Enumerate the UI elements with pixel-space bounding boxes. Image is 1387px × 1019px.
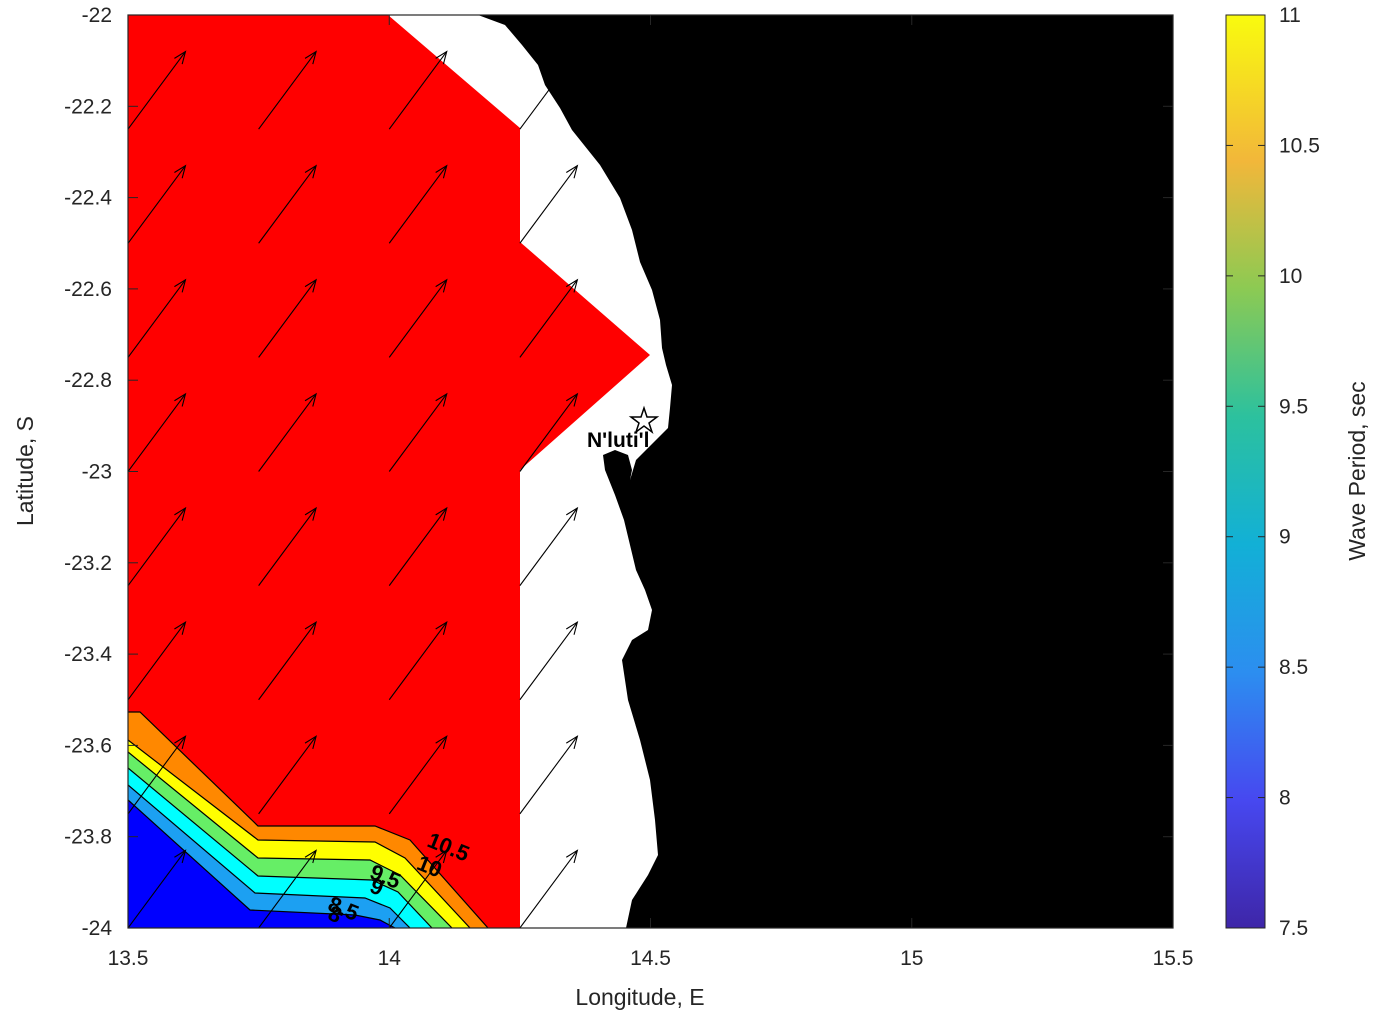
wave-arrow xyxy=(519,620,579,701)
wave-arrow xyxy=(258,735,317,815)
wave-arrow xyxy=(258,506,317,586)
wave-arrow xyxy=(258,849,317,928)
wave-arrow xyxy=(258,50,317,130)
y-tick-label: -22.8 xyxy=(64,369,112,392)
x-tick-label: 13.5 xyxy=(108,947,149,970)
y-axis: -22 -22.2 -22.4 -22.6 -22.8 -23 -23.2 -23.4 -23.… xyxy=(64,4,1173,940)
wave-arrow xyxy=(388,278,448,358)
wave-arrow xyxy=(128,849,187,928)
x-tick-label: 15 xyxy=(900,947,923,970)
colorbar-gradient xyxy=(1225,14,1266,929)
y-tick-label: -22.6 xyxy=(64,278,112,301)
wave-arrow xyxy=(519,50,579,130)
wave-arrow xyxy=(128,164,187,244)
wave-arrow xyxy=(258,620,317,701)
wave-arrow xyxy=(128,506,187,586)
colorbar-tick-label: 9.5 xyxy=(1279,395,1308,418)
star-marker-icon xyxy=(628,405,660,435)
x-tick-label: 14 xyxy=(378,947,402,970)
wave-arrow xyxy=(388,620,448,701)
x-axis-label: Longitude, E xyxy=(575,984,704,1010)
colorbar-tick-label: 7.5 xyxy=(1279,917,1308,940)
wave-arrow xyxy=(128,620,187,701)
y-tick-label: -23 xyxy=(82,461,112,484)
x-tick-label: 15.5 xyxy=(1153,947,1194,970)
site-marker: N'luti'l xyxy=(587,405,660,452)
y-tick-label: -23.8 xyxy=(64,826,112,849)
y-tick-label: -22.4 xyxy=(64,187,112,210)
above-range-region xyxy=(128,15,650,928)
wave-arrow xyxy=(519,392,579,472)
wave-arrow xyxy=(389,15,390,16)
x-axis: 13.5 14 14.5 15 15.5 xyxy=(108,15,1194,970)
colorbar-tick-label: 8.5 xyxy=(1279,656,1308,679)
y-tick-label: -22 xyxy=(82,4,112,27)
colorbar-tick-label: 10.5 xyxy=(1279,134,1320,157)
wave-arrow xyxy=(519,15,521,16)
y-tick-label: -22.2 xyxy=(64,95,112,118)
wave-arrow xyxy=(519,278,579,358)
wave-arrow xyxy=(128,50,187,130)
colorbar-tick-label: 8 xyxy=(1279,787,1291,810)
wave-arrow xyxy=(128,278,187,358)
wave-arrow xyxy=(519,164,579,244)
wave-arrow xyxy=(388,164,448,244)
colorbar-tick-label: 9 xyxy=(1279,526,1291,549)
colorbar-tick-label: 11 xyxy=(1279,4,1301,27)
wave-arrow xyxy=(258,164,317,244)
wave-arrow xyxy=(388,50,448,130)
contour-lines xyxy=(128,711,489,928)
wave-arrow xyxy=(258,15,260,16)
colorbar-tick-label: 10 xyxy=(1279,265,1302,288)
y-tick-label: -23.4 xyxy=(64,643,112,666)
land-mass xyxy=(478,15,1173,928)
wave-arrow xyxy=(258,392,317,472)
wave-arrow xyxy=(519,506,579,586)
wave-arrow xyxy=(128,735,187,815)
contour-band-8 xyxy=(128,800,395,928)
y-tick-label: -24 xyxy=(82,917,113,940)
y-tick-label: -23.2 xyxy=(64,552,112,575)
wave-arrow xyxy=(128,392,187,472)
wave-arrow xyxy=(128,15,129,16)
y-axis-label: Latitude, S xyxy=(12,416,38,526)
wave-arrow xyxy=(519,735,579,815)
wave-arrow xyxy=(388,392,448,472)
wave-arrow xyxy=(258,278,317,358)
colorbar-ticks: 7.5 8 8.5 9 9.5 10 10.5 11 xyxy=(1226,4,1320,940)
wave-arrow xyxy=(388,735,448,815)
wave-arrow xyxy=(388,506,448,586)
wave-arrow xyxy=(519,849,579,928)
wave-direction-arrows xyxy=(128,15,579,928)
y-tick-label: -23.6 xyxy=(64,734,112,757)
site-label: N'luti'l xyxy=(587,429,649,452)
x-tick-label: 14.5 xyxy=(630,947,671,970)
colorbar: 7.5 8 8.5 9 9.5 10 10.5 11 Wave Period, sec xyxy=(1225,4,1370,940)
wave-arrow xyxy=(388,849,448,928)
colorbar-label: Wave Period, sec xyxy=(1344,381,1370,560)
